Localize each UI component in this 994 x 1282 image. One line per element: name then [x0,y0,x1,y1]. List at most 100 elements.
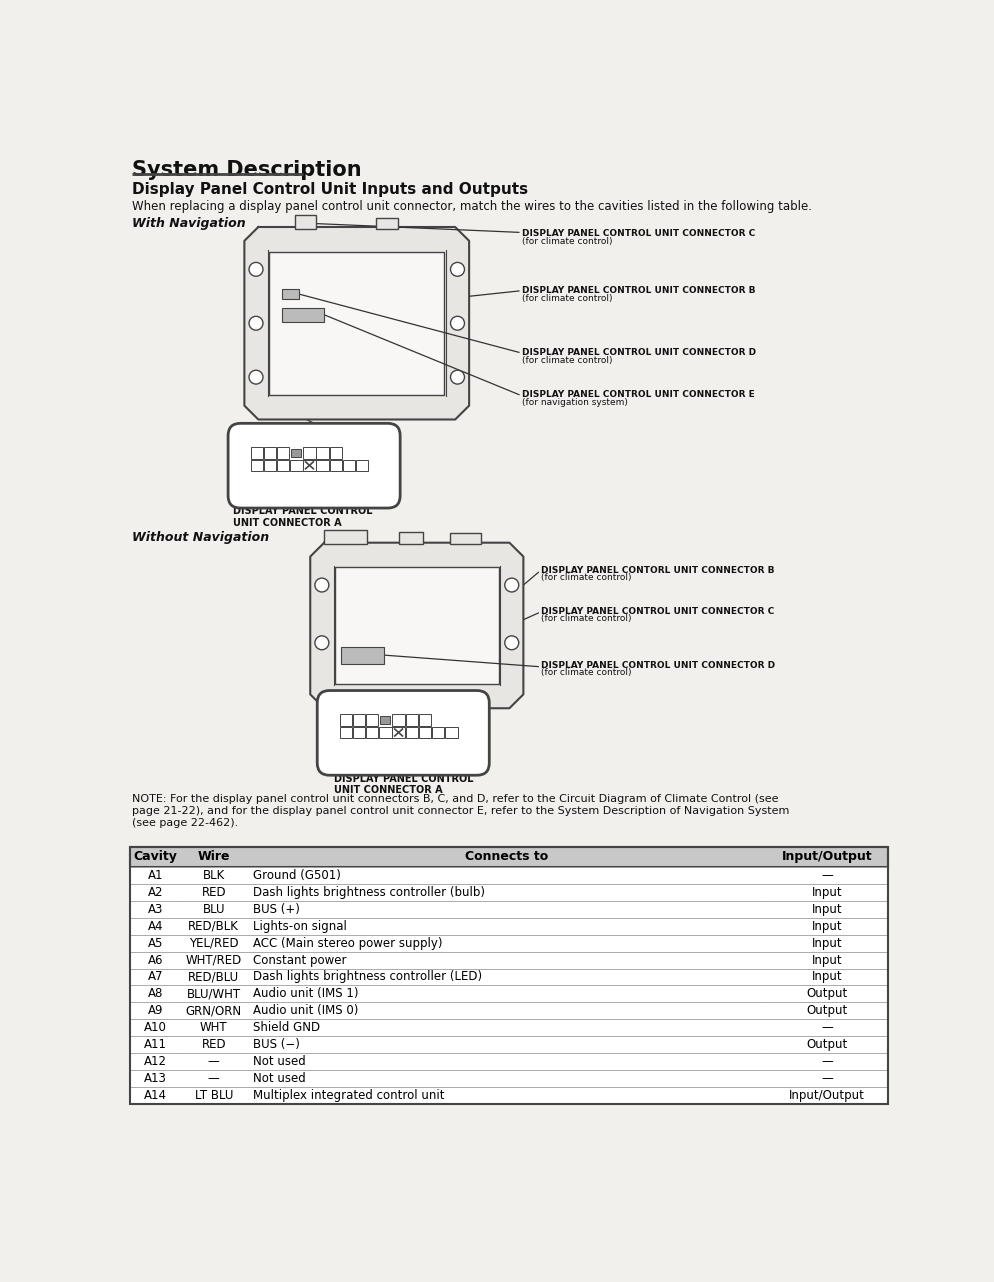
Bar [130,1087,889,1104]
Text: Audio unit (IMS 1): Audio unit (IMS 1) [252,987,359,1000]
FancyBboxPatch shape [228,423,401,508]
Bar [290,459,302,470]
Bar [269,251,444,395]
Text: Input: Input [812,937,843,950]
Text: —: — [821,1022,833,1035]
Bar [340,714,352,726]
Polygon shape [245,227,469,419]
Text: Input/Output: Input/Output [789,1088,865,1103]
Bar [400,532,422,545]
Text: Shield GND: Shield GND [252,1022,320,1035]
Text: BLK: BLK [203,869,225,882]
Text: 4: 4 [396,715,402,724]
Text: DISPLAY PANEL CONTROL
UNIT CONNECTOR A: DISPLAY PANEL CONTROL UNIT CONNECTOR A [233,506,372,528]
Bar [445,727,457,738]
Text: Output: Output [806,1038,848,1051]
Text: 8: 8 [357,727,362,736]
Text: 13: 13 [344,460,354,469]
Bar [130,901,889,918]
Text: A3: A3 [148,903,163,915]
Text: —: — [821,1055,833,1068]
Text: (for climate control): (for climate control) [522,355,612,364]
Text: 13: 13 [432,727,443,736]
Ellipse shape [450,317,464,331]
Text: GRN/ORN: GRN/ORN [186,1004,242,1018]
Bar [406,727,417,738]
Text: 12: 12 [331,460,341,469]
Text: 7: 7 [343,727,349,736]
Text: RED/BLU: RED/BLU [188,970,240,983]
Text: BUS (+): BUS (+) [252,903,300,915]
Text: 9: 9 [280,460,285,469]
Text: DISPLAY PANEL CONTROL UNIT CONNECTOR C: DISPLAY PANEL CONTROL UNIT CONNECTOR C [522,229,755,238]
Text: A1: A1 [148,869,163,882]
Text: Input: Input [812,886,843,899]
Text: —: — [821,869,833,882]
Ellipse shape [249,263,263,276]
Bar [376,218,398,228]
Text: LT BLU: LT BLU [195,1088,233,1103]
Text: Output: Output [806,987,848,1000]
Bar [277,447,289,459]
Text: 12: 12 [419,727,430,736]
Text: System Description: System Description [132,160,362,179]
FancyBboxPatch shape [317,691,489,776]
Text: DISPLAY PANEL CONTROL UNIT CONNECTOR B: DISPLAY PANEL CONTROL UNIT CONNECTOR B [522,286,755,295]
Text: 2: 2 [357,715,362,724]
Text: BLU: BLU [203,903,225,915]
Text: Connects to: Connects to [465,850,548,863]
Bar [330,459,342,470]
Bar [130,867,889,883]
Text: A2: A2 [148,886,163,899]
Bar [330,447,342,459]
Ellipse shape [315,636,329,650]
Text: 3: 3 [280,447,286,456]
Ellipse shape [505,578,519,592]
Text: When replacing a display panel control unit connector, match the wires to the ca: When replacing a display panel control u… [132,200,812,213]
Text: 14 pins: 14 pins [342,649,365,654]
Bar [130,986,889,1003]
Bar [340,727,352,738]
Text: Dash lights brightness controller (bulb): Dash lights brightness controller (bulb) [252,886,485,899]
Bar [316,447,329,459]
Bar [380,715,390,724]
Text: Input/Output: Input/Output [782,850,873,863]
Text: RED: RED [202,1038,226,1051]
Text: Dash lights brightness controller (LED): Dash lights brightness controller (LED) [252,970,482,983]
Text: Cavity: Cavity [134,850,178,863]
Bar [130,1003,889,1019]
Text: A7: A7 [148,970,163,983]
Text: A11: A11 [144,1038,167,1051]
Ellipse shape [505,636,519,650]
Text: DISPLAY PANEL CONTROL
UNIT CONNECTOR A: DISPLAY PANEL CONTROL UNIT CONNECTOR A [334,774,473,795]
Text: —: — [821,1072,833,1085]
Text: Input: Input [812,954,843,967]
Text: A12: A12 [144,1055,167,1068]
Text: DISPLAY PANEL CONTORL UNIT CONNECTOR B: DISPLAY PANEL CONTORL UNIT CONNECTOR B [541,565,774,574]
Text: A9: A9 [148,1004,163,1018]
Text: Without Navigation: Without Navigation [132,531,269,544]
Text: —: — [208,1072,220,1085]
Text: DISPLAY PANEL CONTROL UNIT CONNECTOR D: DISPLAY PANEL CONTROL UNIT CONNECTOR D [541,660,775,669]
Bar [406,714,417,726]
Bar [130,1070,889,1087]
Text: (for climate control): (for climate control) [541,614,632,623]
Bar [341,646,384,664]
Bar [449,533,481,545]
Text: A5: A5 [148,937,163,950]
Bar [393,714,405,726]
Bar [353,714,365,726]
Polygon shape [310,542,524,708]
Bar [366,727,379,738]
Text: (for climate control): (for climate control) [522,294,612,303]
Text: 8: 8 [267,460,272,469]
Text: Multiplex integrated control unit: Multiplex integrated control unit [252,1088,444,1103]
Text: Lights-on signal: Lights-on signal [252,919,347,932]
Bar [130,1054,889,1070]
Bar [130,935,889,951]
Text: With Navigation: With Navigation [132,217,246,229]
Bar [130,847,889,867]
Text: 9: 9 [370,727,375,736]
Text: Input: Input [812,903,843,915]
Bar [324,531,367,545]
